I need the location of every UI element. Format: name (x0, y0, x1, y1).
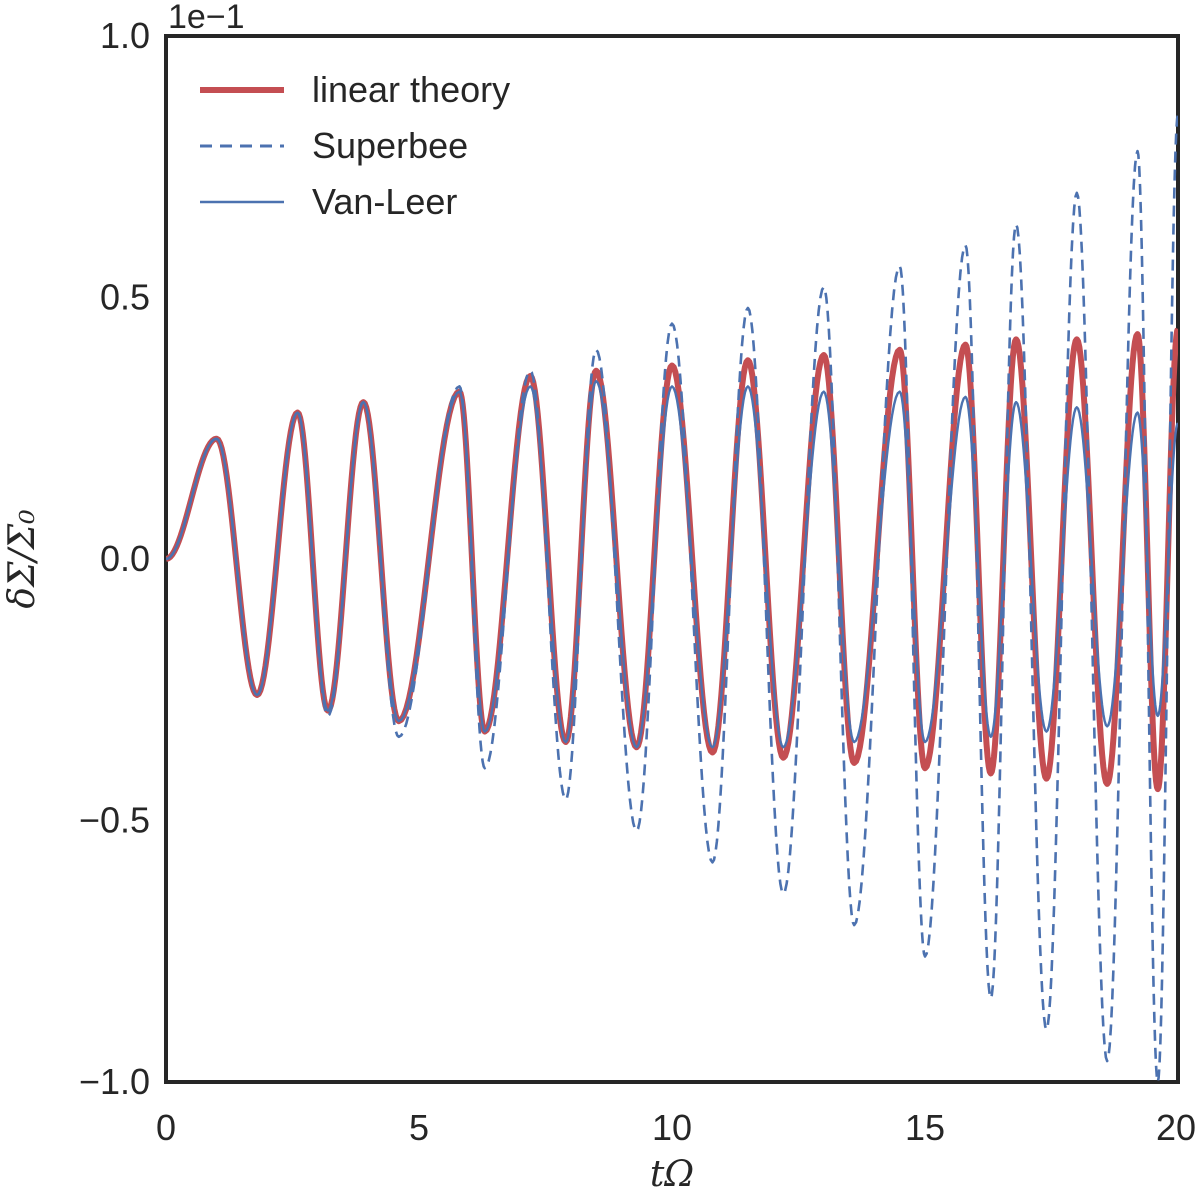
plot-frame (164, 34, 1180, 1084)
x-tick-label: 20 (1156, 1107, 1196, 1148)
x-tick-labels: 0 5 10 15 20 (156, 1107, 1196, 1148)
x-tick-label: 10 (652, 1107, 692, 1148)
x-tick-label: 5 (409, 1107, 429, 1148)
y-tick-labels: −1.0 −0.5 0.0 0.5 1.0 (79, 15, 150, 1102)
y-offset-text: 1e−1 (168, 0, 245, 36)
y-tick-label: 1.0 (100, 15, 150, 56)
y-axis-label: δΣ/Σ₀ (2, 509, 43, 608)
y-tick-label: −0.5 (79, 800, 150, 841)
legend-label-linear-theory: linear theory (312, 69, 510, 110)
x-tick-label: 0 (156, 1107, 176, 1148)
x-tick-label: 15 (905, 1107, 945, 1148)
series-line-van-leer (166, 379, 1178, 749)
series-layer (166, 114, 1178, 1082)
y-tick-label: 0.5 (100, 277, 150, 318)
x-axis-label: tΩ (650, 1154, 694, 1195)
legend: linear theory Superbee Van-Leer (200, 69, 510, 222)
legend-label-van-leer: Van-Leer (312, 181, 457, 222)
y-tick-label: 0.0 (100, 538, 150, 579)
y-tick-label: −1.0 (79, 1061, 150, 1102)
legend-label-superbee: Superbee (312, 125, 468, 166)
